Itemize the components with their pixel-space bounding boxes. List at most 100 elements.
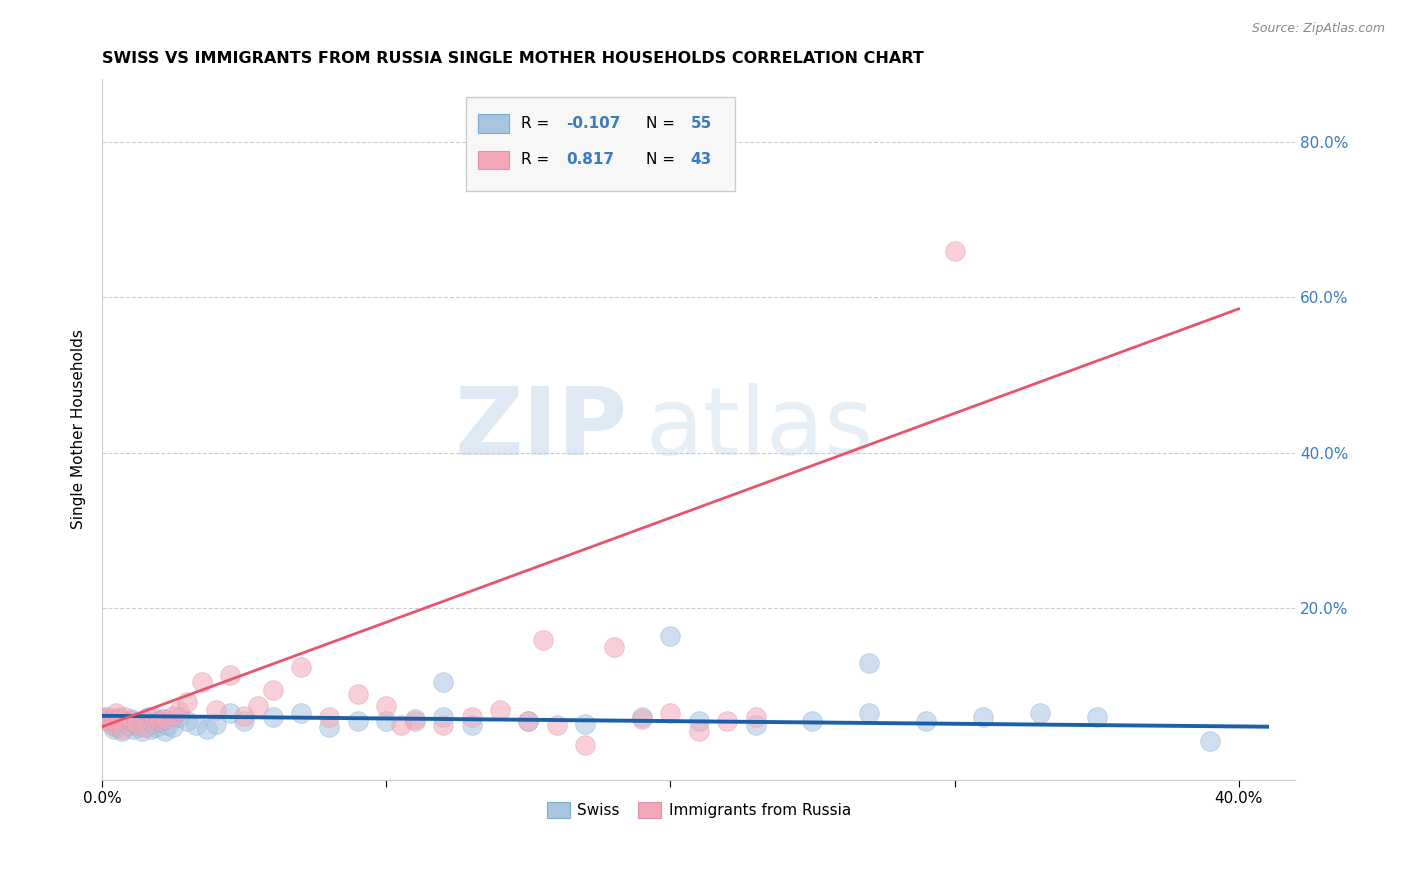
Point [404,714,426,729]
Point [432,675,454,690]
Text: atlas: atlas [645,384,873,475]
Point [1199,733,1222,747]
Point [531,632,554,647]
Point [347,687,370,701]
Point [136,710,159,724]
Point [219,667,242,681]
Point [184,718,207,732]
Point [631,710,654,724]
Point [100,712,122,726]
Point [432,710,454,724]
Point [858,656,880,670]
Text: Source: ZipAtlas.com: Source: ZipAtlas.com [1251,22,1385,36]
Point [114,710,136,724]
Point [105,716,128,731]
Point [1085,710,1108,724]
Point [156,718,179,732]
Point [631,712,654,726]
Point [205,702,228,716]
Point [460,710,482,724]
Point [517,714,540,729]
Point [688,724,710,739]
Point [134,714,156,729]
Point [574,738,596,752]
FancyBboxPatch shape [467,97,734,192]
Point [205,716,228,731]
Text: 0.817: 0.817 [567,153,614,168]
Point [103,722,125,736]
Point [389,718,412,732]
Point [318,710,340,724]
FancyBboxPatch shape [478,151,509,169]
Point [190,675,212,690]
Text: N =: N = [647,116,681,131]
Point [943,244,966,258]
Point [103,714,125,729]
Point [233,708,256,723]
Point [290,660,312,674]
Text: 55: 55 [690,116,711,131]
Point [134,720,156,734]
Text: N =: N = [647,153,681,168]
Point [659,629,682,643]
Point [167,704,190,718]
Point [219,706,242,721]
Point [94,712,117,726]
Point [290,706,312,721]
Point [139,722,162,736]
Point [167,710,190,724]
Point [347,714,370,729]
Point [517,714,540,729]
Point [233,714,256,729]
Point [744,710,766,724]
Point [801,714,824,729]
Text: R =: R = [522,153,554,168]
Point [602,640,624,655]
Point [128,720,150,734]
Point [108,712,131,726]
Point [972,710,994,724]
Point [97,714,120,729]
Text: -0.107: -0.107 [567,116,621,131]
Point [489,702,512,716]
Point [176,714,198,729]
Point [176,695,198,709]
Point [148,714,170,729]
Point [105,720,128,734]
Text: 43: 43 [690,153,711,168]
Point [162,720,184,734]
Point [460,718,482,732]
Point [262,710,284,724]
Point [744,718,766,732]
Point [114,714,136,729]
Point [122,722,145,736]
Text: R =: R = [522,116,554,131]
Point [195,722,218,736]
Point [142,716,165,731]
Text: SWISS VS IMMIGRANTS FROM RUSSIA SINGLE MOTHER HOUSEHOLDS CORRELATION CHART: SWISS VS IMMIGRANTS FROM RUSSIA SINGLE M… [103,51,924,66]
Point [131,724,153,739]
Point [247,698,270,713]
Point [915,714,938,729]
Point [688,714,710,729]
Point [111,724,134,739]
Point [108,710,131,724]
Point [432,718,454,732]
Point [1029,706,1052,721]
Point [94,710,117,724]
Point [153,724,176,739]
Point [117,718,139,732]
Point [262,683,284,698]
Point [858,706,880,721]
Point [148,714,170,729]
Point [100,716,122,731]
Point [375,714,398,729]
Point [125,716,148,731]
Point [120,714,142,729]
Point [142,710,165,724]
Point [318,720,340,734]
Y-axis label: Single Mother Households: Single Mother Households [72,329,86,530]
Legend: Swiss, Immigrants from Russia: Swiss, Immigrants from Russia [541,797,858,824]
Point [150,712,173,726]
Point [574,716,596,731]
